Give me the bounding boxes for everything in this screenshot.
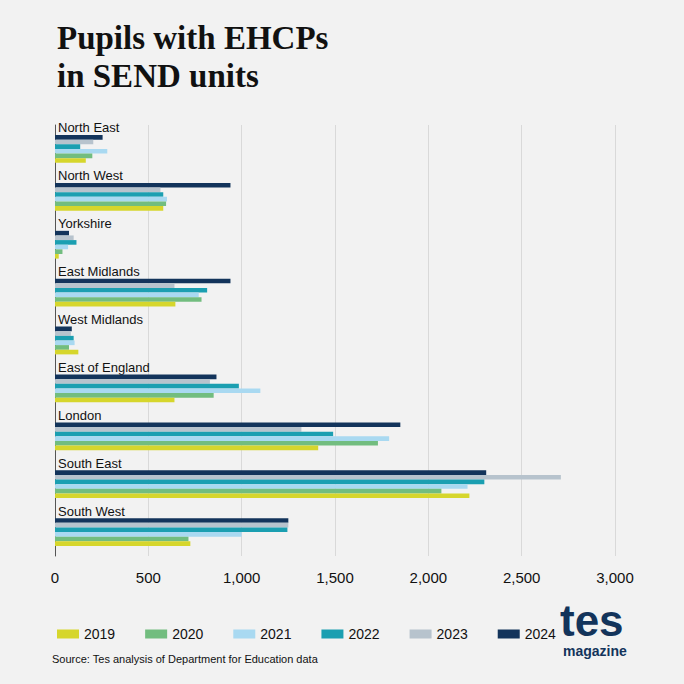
svg-text:Pupils with EHCPs: Pupils with EHCPs	[57, 20, 329, 56]
svg-text:Source: Tes analysis of Depart: Source: Tes analysis of Department for E…	[52, 653, 319, 665]
svg-text:2020: 2020	[172, 626, 203, 642]
svg-text:1,000: 1,000	[223, 569, 261, 586]
svg-text:0: 0	[51, 569, 59, 586]
svg-text:Yorkshire: Yorkshire	[58, 216, 112, 231]
svg-text:1,500: 1,500	[316, 569, 354, 586]
svg-text:tes: tes	[560, 596, 624, 645]
svg-text:South West: South West	[58, 504, 125, 519]
svg-text:East Midlands: East Midlands	[58, 264, 140, 279]
svg-text:3,000: 3,000	[596, 569, 634, 586]
svg-text:2023: 2023	[437, 626, 468, 642]
svg-text:West Midlands: West Midlands	[58, 312, 144, 327]
svg-text:2019: 2019	[84, 626, 115, 642]
svg-text:North East: North East	[58, 120, 120, 135]
svg-text:South East: South East	[58, 456, 122, 471]
svg-text:London: London	[58, 408, 101, 423]
svg-text:in SEND units: in SEND units	[57, 58, 259, 94]
svg-text:2,500: 2,500	[503, 569, 541, 586]
svg-text:East of England: East of England	[58, 360, 150, 375]
svg-text:North West: North West	[58, 168, 123, 183]
svg-text:2021: 2021	[260, 626, 291, 642]
svg-text:500: 500	[136, 569, 161, 586]
svg-text:magazine: magazine	[563, 643, 627, 659]
svg-text:2,000: 2,000	[410, 569, 448, 586]
svg-text:2022: 2022	[348, 626, 379, 642]
svg-text:2024: 2024	[525, 626, 556, 642]
